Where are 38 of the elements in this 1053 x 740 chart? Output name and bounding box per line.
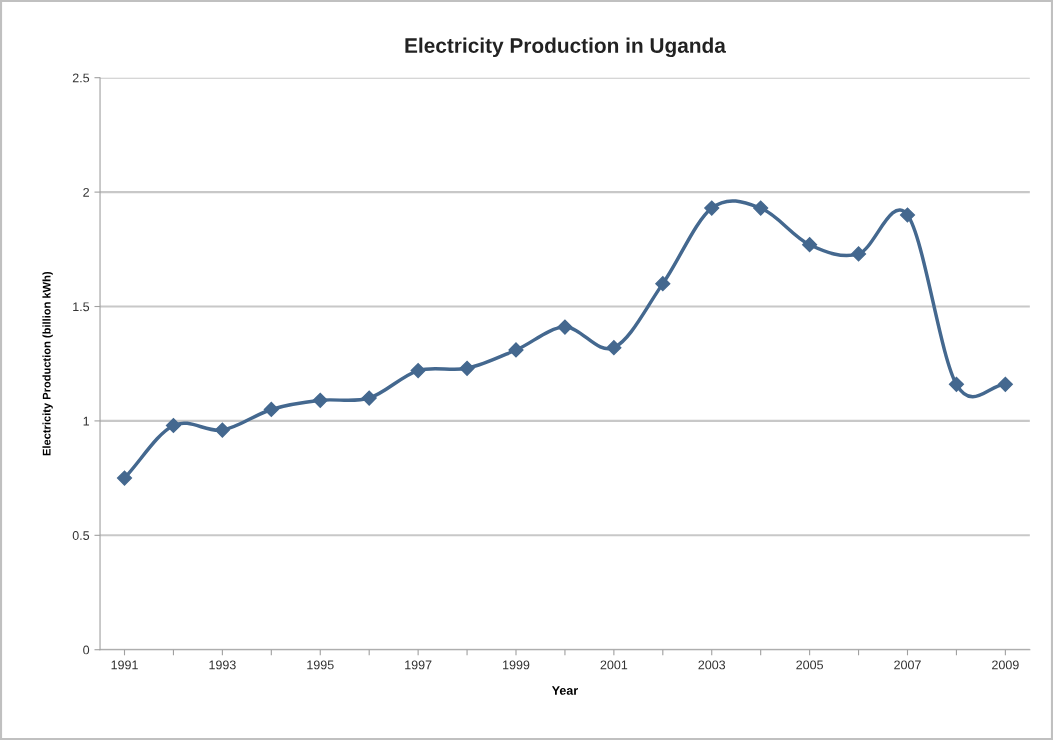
point [899,207,916,223]
y-axis-title: Electricity Production (billion kWh) [42,271,53,456]
point [948,376,964,392]
x-tick-label: 2003 [698,660,726,670]
x-tick-label: 2001 [600,660,628,670]
point [557,319,573,335]
point [606,340,622,356]
point [214,422,230,438]
y-tick-label: 2.5 [72,73,90,83]
x-tick-label: 2007 [894,660,921,670]
x-tick-label: 2009 [992,660,1019,670]
x-tick-label: 1993 [209,660,236,670]
y-tick-label: 1.5 [73,302,90,312]
point [116,470,133,486]
point [410,363,426,379]
point [361,390,377,406]
y-tick-label: 0 [83,645,90,655]
point [263,401,279,418]
chart-title: Electricity Production in Uganda [405,37,726,58]
point [312,392,328,408]
y-tick-label: 1 [83,416,90,426]
x-axis-title: Year [551,686,578,695]
point [850,246,867,262]
y-tick-label: 2 [83,187,89,197]
x-tick-label: 2005 [796,660,823,670]
point [753,200,769,216]
x-tick-label: 1991 [111,660,138,670]
x-tick-label: 1997 [405,660,432,670]
point [459,360,475,376]
x-tick-label: 1999 [503,660,530,670]
point [508,342,524,358]
y-tick-label: 0.5 [72,531,90,540]
point [655,276,671,292]
point [165,417,182,434]
point [802,237,818,253]
point [704,200,720,216]
point [997,376,1013,392]
x-tick-label: 1995 [307,660,334,670]
